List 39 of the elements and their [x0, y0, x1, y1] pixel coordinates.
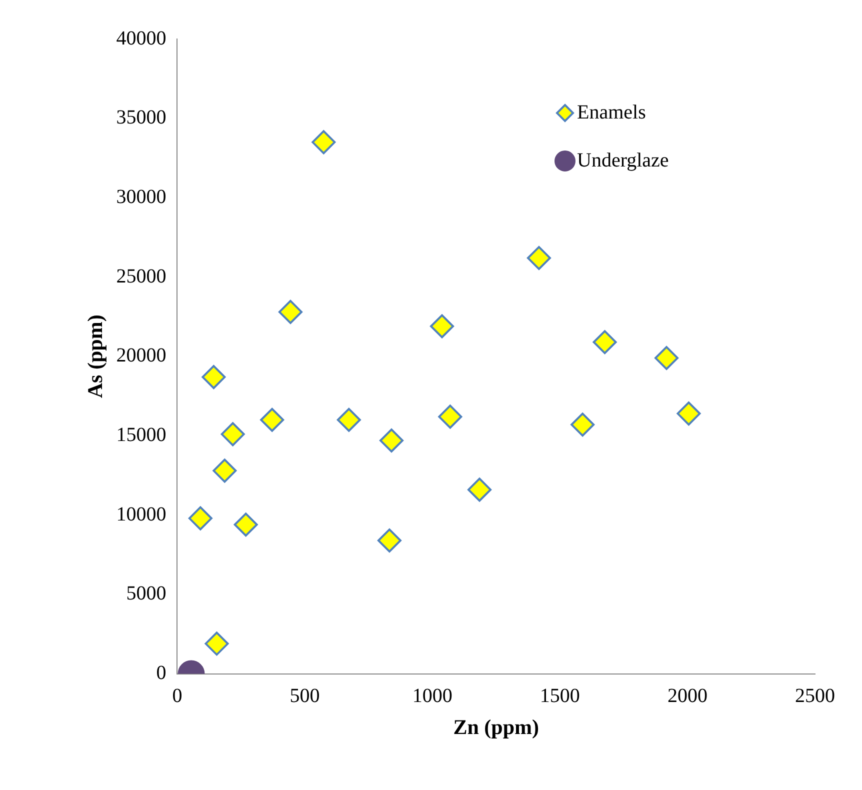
x-tick-label: 1000 [412, 685, 452, 708]
y-tick-label: 5000 [126, 582, 166, 605]
x-tick-label: 500 [290, 685, 320, 708]
point [212, 458, 237, 483]
x-tick-label: 2000 [667, 685, 708, 708]
y-tick-label: 0 [156, 662, 166, 684]
point [377, 528, 402, 552]
point [204, 632, 229, 656]
point [336, 408, 361, 432]
x-tick-label: 1500 [540, 685, 580, 708]
point [438, 404, 462, 429]
point [260, 408, 284, 432]
y-tick-label: 30000 [116, 186, 166, 208]
point [676, 402, 701, 426]
point [468, 478, 492, 502]
point [592, 330, 617, 354]
point [220, 422, 245, 446]
x-axis-title: Zn (ppm) [453, 714, 539, 739]
point [570, 412, 595, 437]
point [312, 130, 336, 154]
point [430, 314, 454, 338]
point [188, 506, 212, 530]
point [654, 346, 679, 370]
y-tick-label: 15000 [116, 424, 166, 446]
y-tick-label: 10000 [116, 503, 166, 526]
point [526, 246, 551, 270]
point [278, 300, 302, 324]
x-tick-label: 2500 [795, 685, 835, 708]
y-tick-label: 35000 [116, 106, 166, 129]
x-tick-label: 0 [172, 685, 182, 708]
y-tick-label: 40000 [116, 27, 166, 50]
legend-label: Enamels [577, 101, 646, 124]
y-tick-label: 25000 [116, 265, 166, 288]
y-tick-label: 20000 [116, 344, 166, 367]
point [380, 428, 404, 453]
legend-label: Underglaze [577, 149, 669, 172]
y-axis-title: As (ppm) [83, 314, 108, 398]
point [234, 512, 258, 537]
point [202, 365, 226, 390]
